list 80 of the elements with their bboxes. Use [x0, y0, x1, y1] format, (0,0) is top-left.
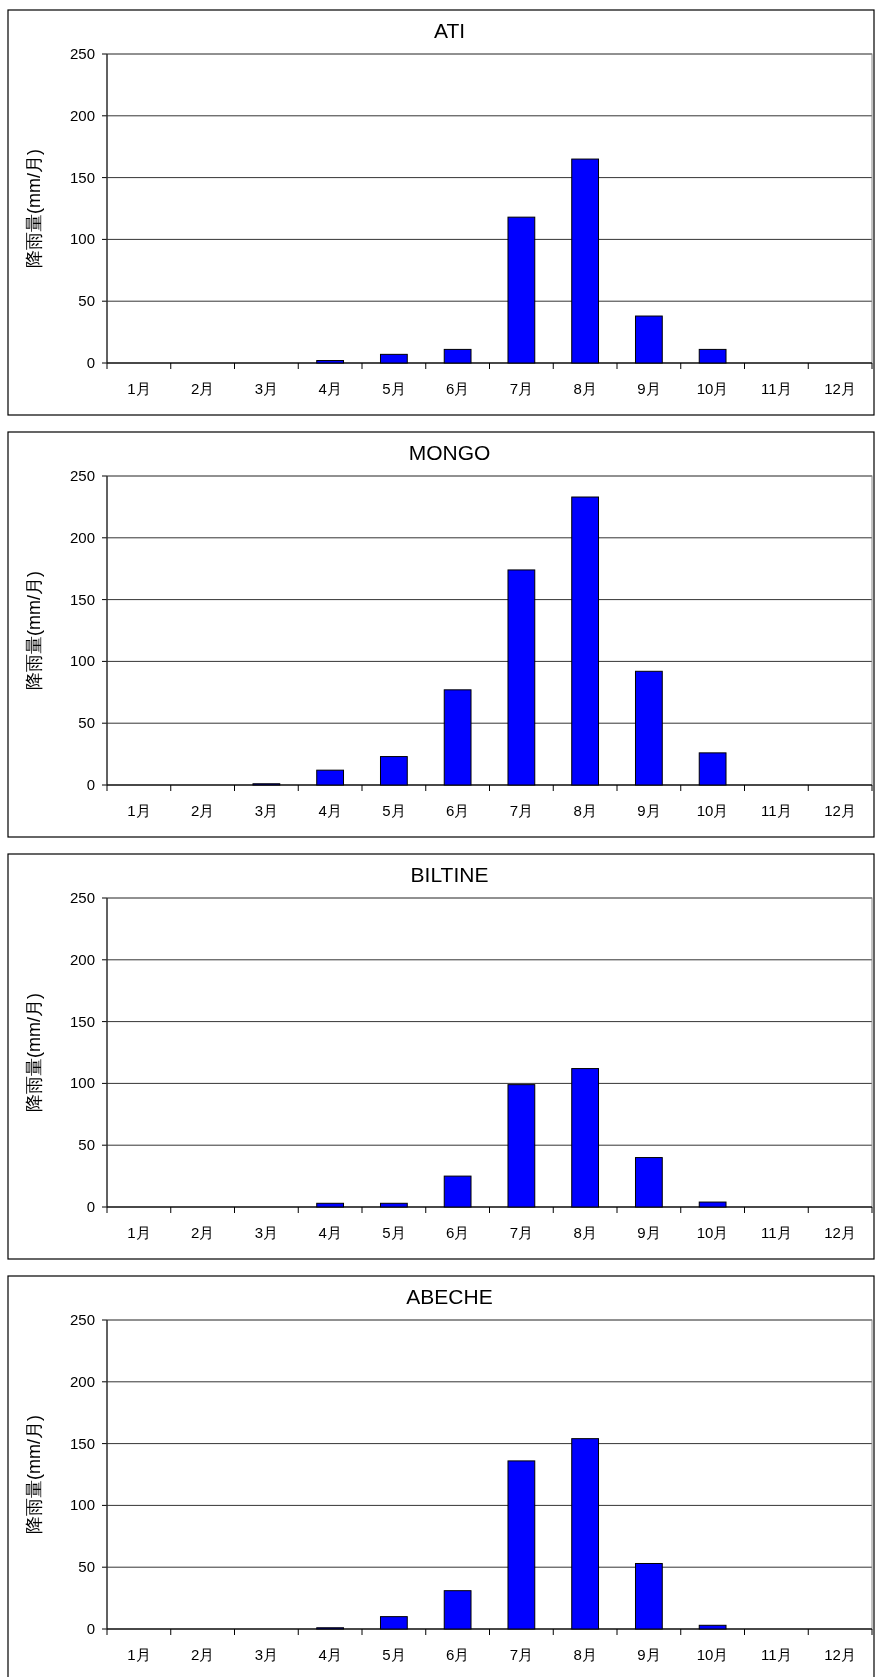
x-tick-label: 3月	[254, 802, 279, 819]
x-tick-label: 6月	[445, 802, 470, 819]
y-tick-label: 0	[86, 776, 95, 793]
x-tick-label: 7月	[509, 1646, 534, 1663]
x-tick-label: 10月	[696, 380, 729, 397]
y-tick-label: 150	[69, 1434, 95, 1452]
x-tick-label: 5月	[382, 1224, 406, 1241]
chart-title: ABECHE	[406, 1285, 493, 1308]
chart-title: ATI	[433, 19, 466, 42]
y-tick-label: 150	[69, 590, 95, 608]
y-tick-label: 250	[69, 1311, 95, 1328]
y-tick-label: 250	[69, 467, 95, 484]
x-tick-label: 4月	[318, 802, 342, 819]
y-tick-label: 200	[69, 106, 95, 124]
x-tick-label: 2月	[190, 802, 215, 819]
x-tick-label: 7月	[509, 1224, 534, 1241]
x-tick-label: 5月	[382, 380, 406, 397]
y-tick-label: 0	[86, 1620, 95, 1637]
y-axis-title: 降雨量(mm/月)	[24, 149, 44, 268]
x-tick-label: 1月	[127, 1224, 151, 1241]
chart-title: MONGO	[408, 441, 491, 464]
x-tick-label: 8月	[573, 1646, 597, 1663]
x-tick-label: 4月	[318, 380, 342, 397]
x-tick-label: 1月	[127, 802, 151, 819]
y-tick-label: 50	[78, 1558, 95, 1576]
x-tick-label: 6月	[445, 380, 470, 397]
x-tick-label: 11月	[761, 380, 792, 397]
y-axis-title: 降雨量(mm/月)	[24, 571, 44, 690]
x-tick-label: 5月	[382, 802, 406, 819]
y-tick-label: 150	[69, 168, 95, 186]
y-tick-label: 100	[69, 230, 95, 248]
y-tick-label: 100	[69, 1496, 95, 1514]
x-tick-label: 7月	[509, 380, 534, 397]
x-tick-label: 9月	[637, 380, 661, 397]
x-tick-label: 2月	[190, 1224, 215, 1241]
x-tick-label: 11月	[761, 1224, 792, 1241]
y-tick-label: 50	[78, 714, 95, 732]
y-axis-title: 降雨量(mm/月)	[24, 993, 44, 1112]
y-axis-title: 降雨量(mm/月)	[24, 1415, 44, 1534]
x-tick-label: 10月	[696, 1224, 729, 1241]
x-tick-label: 12月	[824, 802, 856, 819]
x-tick-label: 10月	[696, 1646, 729, 1663]
x-tick-label: 2月	[190, 1646, 215, 1663]
y-tick-label: 150	[69, 1012, 95, 1030]
x-tick-label: 11月	[761, 802, 792, 819]
y-tick-label: 200	[69, 528, 95, 546]
y-tick-label: 50	[78, 292, 95, 310]
x-tick-label: 5月	[382, 1646, 406, 1663]
y-tick-label: 200	[69, 1372, 95, 1390]
x-tick-label: 1月	[127, 1646, 151, 1663]
x-tick-label: 10月	[696, 802, 729, 819]
x-tick-label: 9月	[637, 1646, 661, 1663]
x-tick-label: 6月	[445, 1224, 470, 1241]
x-tick-label: 4月	[318, 1224, 342, 1241]
chart-title: BILTINE	[410, 863, 489, 886]
x-tick-label: 12月	[824, 1646, 856, 1663]
y-tick-label: 100	[69, 652, 95, 670]
x-tick-label: 12月	[824, 380, 856, 397]
x-tick-label: 8月	[573, 802, 597, 819]
x-tick-label: 4月	[318, 1646, 342, 1663]
x-tick-label: 3月	[254, 1224, 279, 1241]
y-tick-label: 0	[86, 354, 95, 371]
x-tick-label: 12月	[824, 1224, 856, 1241]
x-tick-label: 1月	[127, 380, 151, 397]
x-tick-label: 2月	[190, 380, 215, 397]
y-tick-label: 50	[78, 1136, 95, 1154]
x-tick-label: 6月	[445, 1646, 470, 1663]
x-tick-label: 3月	[254, 1646, 279, 1663]
y-tick-label: 200	[69, 950, 95, 968]
x-tick-label: 8月	[573, 380, 597, 397]
y-tick-label: 100	[69, 1074, 95, 1092]
x-tick-label: 9月	[637, 802, 661, 819]
y-tick-label: 0	[86, 1198, 95, 1215]
x-tick-label: 8月	[573, 1224, 597, 1241]
x-tick-label: 9月	[637, 1224, 661, 1241]
y-tick-label: 250	[69, 889, 95, 906]
y-tick-label: 250	[69, 45, 95, 62]
x-tick-label: 11月	[761, 1646, 792, 1663]
x-tick-label: 3月	[254, 380, 279, 397]
x-tick-label: 7月	[509, 802, 534, 819]
